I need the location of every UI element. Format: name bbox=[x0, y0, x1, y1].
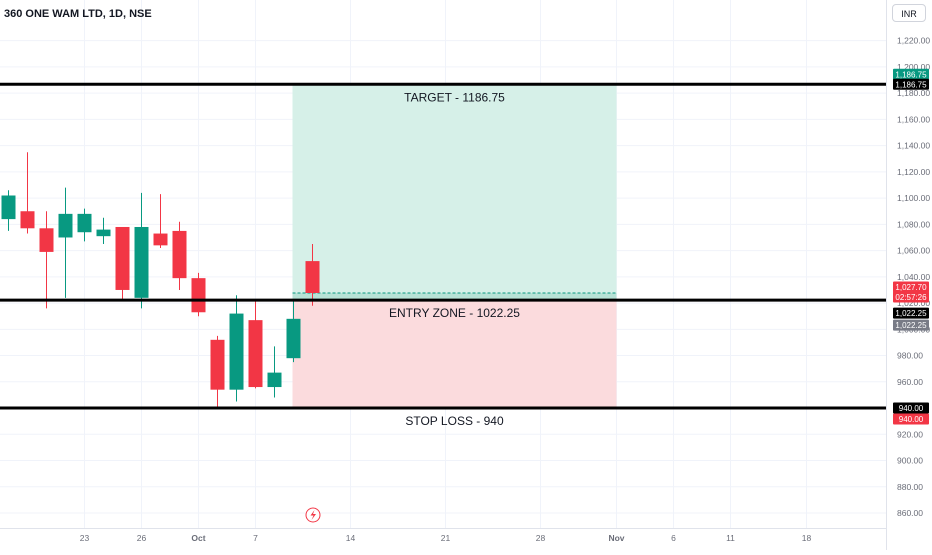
y-tick-label: 1,100.00 bbox=[897, 193, 930, 203]
price-tag-label: 940.00 bbox=[899, 404, 924, 413]
x-tick-label: 14 bbox=[346, 533, 356, 543]
price-tag-label: 1,186.75 bbox=[895, 80, 927, 89]
price-tag bbox=[893, 291, 929, 303]
target-zone[interactable] bbox=[292, 84, 617, 293]
y-tick-label: 1,220.00 bbox=[897, 36, 930, 46]
candle-body[interactable] bbox=[305, 261, 320, 293]
price-tag bbox=[893, 281, 929, 293]
candle-body[interactable] bbox=[229, 313, 244, 390]
y-tick-label: 1,140.00 bbox=[897, 141, 930, 151]
candle-body[interactable] bbox=[172, 230, 187, 279]
candle-body[interactable] bbox=[267, 372, 282, 388]
currency-button[interactable]: INR bbox=[892, 4, 926, 22]
y-tick-label: 1,080.00 bbox=[897, 219, 930, 229]
x-tick-label: 26 bbox=[137, 533, 147, 543]
x-tick-label: 28 bbox=[536, 533, 546, 543]
y-tick-label: 1,120.00 bbox=[897, 167, 930, 177]
symbol-title[interactable]: 360 ONE WAM LTD, 1D, NSE bbox=[4, 8, 152, 20]
y-tick-label: 1,160.00 bbox=[897, 114, 930, 124]
price-tag bbox=[893, 413, 929, 425]
price-tag bbox=[893, 78, 929, 90]
x-tick-label: 23 bbox=[80, 533, 90, 543]
price-tag-label: 940.00 bbox=[899, 415, 924, 424]
y-tick-label: 960.00 bbox=[897, 377, 923, 387]
entry-label: ENTRY ZONE - 1022.25 bbox=[389, 306, 520, 320]
candle-body[interactable] bbox=[134, 226, 149, 298]
price-tag bbox=[893, 307, 929, 319]
price-tag-label: 1,022.25 bbox=[895, 321, 927, 330]
candle-body[interactable] bbox=[153, 233, 168, 246]
lightning-icon bbox=[310, 510, 316, 520]
price-tag-label: 1,186.75 bbox=[895, 70, 927, 79]
x-tick-label: 21 bbox=[441, 533, 451, 543]
price-tag-label: 1,027.70 bbox=[895, 283, 927, 292]
candle-body[interactable] bbox=[77, 213, 92, 233]
y-tick-label: 1,020.00 bbox=[897, 298, 930, 308]
candle-body[interactable] bbox=[115, 226, 130, 290]
candle-body[interactable] bbox=[248, 320, 263, 388]
x-tick-label: 11 bbox=[726, 533, 735, 543]
x-tick-label: Oct bbox=[191, 533, 205, 543]
stop-label: STOP LOSS - 940 bbox=[405, 414, 504, 428]
profit-zone bbox=[292, 292, 617, 301]
candle-body[interactable] bbox=[286, 318, 301, 359]
y-tick-label: 900.00 bbox=[897, 456, 923, 466]
price-tag bbox=[893, 68, 929, 80]
y-tick-label: 1,040.00 bbox=[897, 272, 930, 282]
target-label: TARGET - 1186.75 bbox=[404, 90, 505, 104]
price-tag-label: 02:57:26 bbox=[895, 293, 927, 302]
y-tick-label: 1,200.00 bbox=[897, 62, 930, 72]
candle-body[interactable] bbox=[191, 278, 206, 313]
y-tick-label: 1,180.00 bbox=[897, 88, 930, 98]
x-tick-label: 7 bbox=[253, 533, 258, 543]
price-tag-label: 1,022.25 bbox=[895, 309, 927, 318]
candle-body[interactable] bbox=[210, 339, 225, 390]
candle-body[interactable] bbox=[20, 211, 35, 229]
y-tick-label: 980.00 bbox=[897, 351, 923, 361]
candle-body[interactable] bbox=[58, 213, 73, 238]
candle-body[interactable] bbox=[1, 195, 16, 220]
x-tick-label: 18 bbox=[802, 533, 812, 543]
y-tick-label: 860.00 bbox=[897, 508, 923, 518]
y-tick-label: 920.00 bbox=[897, 429, 923, 439]
y-tick-label: 1,060.00 bbox=[897, 246, 930, 256]
price-tag bbox=[893, 319, 929, 331]
candle-body[interactable] bbox=[39, 228, 54, 252]
price-tag bbox=[893, 402, 929, 414]
x-tick-label: 6 bbox=[671, 533, 676, 543]
y-tick-label: 880.00 bbox=[897, 482, 923, 492]
x-tick-label: Nov bbox=[608, 533, 624, 543]
candle-body[interactable] bbox=[96, 229, 111, 237]
stop-zone[interactable] bbox=[292, 300, 617, 409]
